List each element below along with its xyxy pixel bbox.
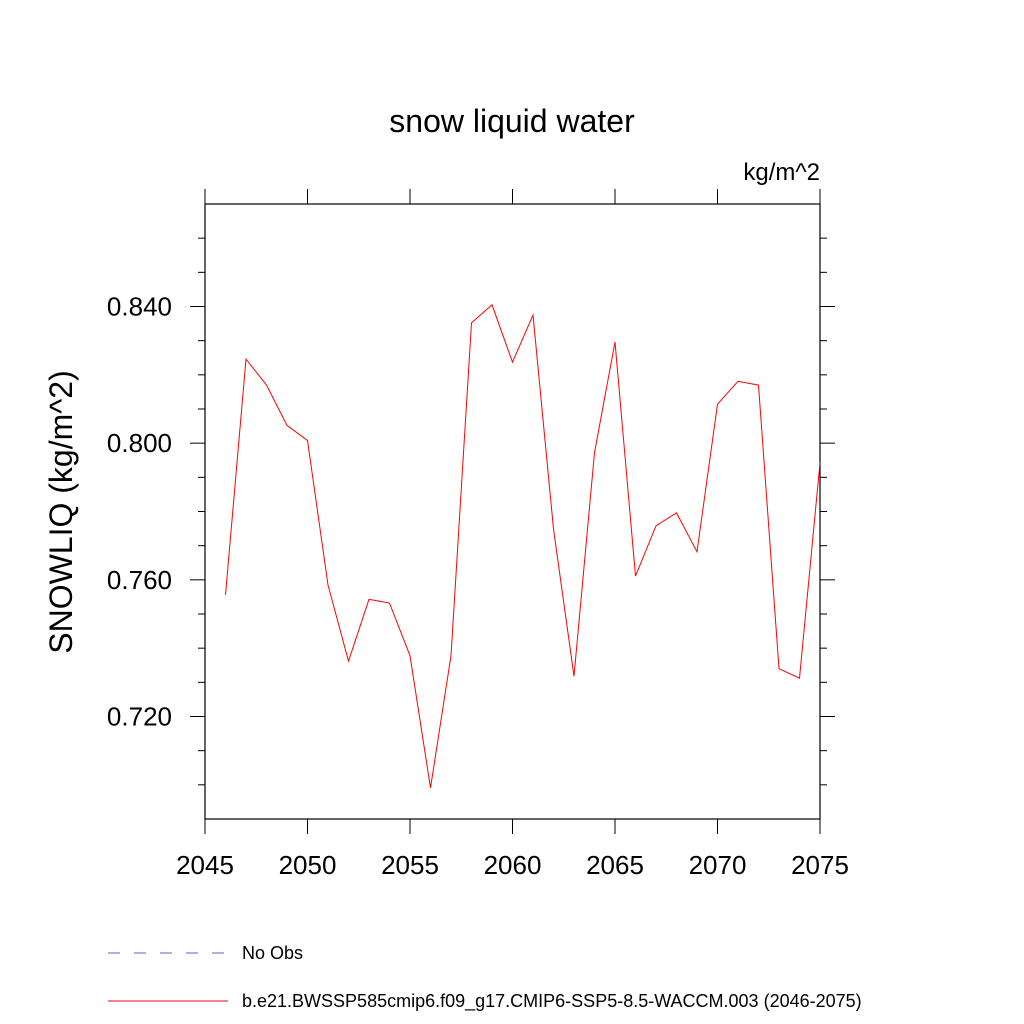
- plot-frame: [204, 203, 821, 820]
- x-tick-label: 2070: [689, 850, 747, 880]
- legend-label-no-obs: No Obs: [242, 943, 303, 963]
- series-line-0: [225, 303, 821, 788]
- x-tick-label: 2055: [381, 850, 439, 880]
- x-tick-label: 2045: [176, 850, 234, 880]
- units-label: kg/m^2: [743, 159, 820, 186]
- y-tick-label: 0.760: [107, 565, 172, 595]
- y-tick-labels: 0.720 0.760 0.800 0.840: [107, 292, 172, 732]
- y-axis-label: SNOWLIQ (kg/m^2): [43, 370, 79, 653]
- legend: No Obs b.e21.BWSSP585cmip6.f09_g17.CMIP6…: [108, 943, 862, 1012]
- series-lines: [225, 303, 821, 788]
- x-tick-labels: 2045 2050 2055 2060 2065 2070 2075: [176, 850, 849, 880]
- x-tick-label: 2075: [791, 850, 849, 880]
- y-tick-label: 0.840: [107, 292, 172, 322]
- chart-title: snow liquid water: [389, 103, 635, 139]
- y-tick-label: 0.800: [107, 428, 172, 458]
- x-tick-label: 2065: [586, 850, 644, 880]
- axis-ticks: [190, 189, 835, 834]
- x-tick-label: 2050: [279, 850, 337, 880]
- legend-label-model: b.e21.BWSSP585cmip6.f09_g17.CMIP6-SSP5-8…: [242, 991, 862, 1012]
- y-tick-label: 0.720: [107, 702, 172, 732]
- x-tick-label: 2060: [484, 850, 542, 880]
